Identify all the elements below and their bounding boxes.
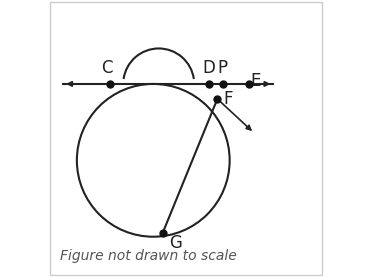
Text: D: D: [203, 59, 216, 77]
Text: Figure not drawn to scale: Figure not drawn to scale: [61, 249, 237, 263]
Text: C: C: [101, 59, 113, 77]
Text: E: E: [250, 71, 260, 89]
Text: G: G: [169, 234, 182, 252]
Text: F: F: [223, 90, 233, 108]
Text: P: P: [218, 59, 228, 77]
